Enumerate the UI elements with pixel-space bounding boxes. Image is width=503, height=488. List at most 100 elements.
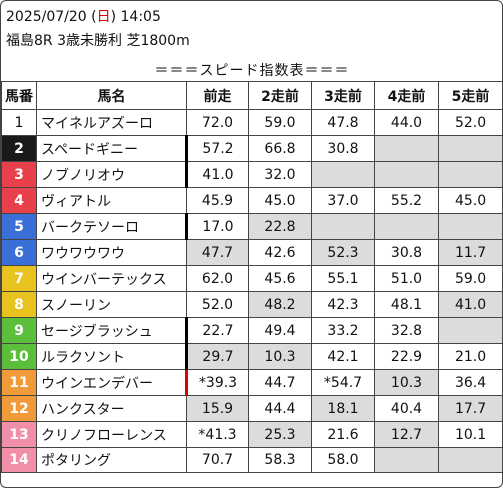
table-row: 6 ワウワウワウ 47.7 42.6 52.3 30.8 11.7 [1,239,502,266]
speed-index-cell: *41.3 [186,421,249,448]
speed-index-cell: 44.0 [374,109,439,136]
table-row: 8 スノーリン 52.0 48.2 42.3 48.1 41.0 [1,291,502,318]
speed-index-cell [374,161,439,188]
horse-name: スペードギニー [36,135,187,162]
speed-index-cell: 72.0 [186,109,249,136]
col-header-number: 馬番 [1,81,37,110]
col-header-3back: 3走前 [311,81,375,110]
speed-index-cell: 66.8 [248,135,312,162]
speed-index-cell [374,135,439,162]
speed-index-cell: 41.0 [437,291,502,318]
speed-index-cell: 45.0 [437,187,502,214]
speed-index-cell: 11.7 [437,239,502,266]
table-header-row: 馬番 馬名 前走 2走前 3走前 4走前 5走前 [1,81,502,110]
horse-name: ノブノリオウ [36,161,187,188]
speed-index-cell: 21.6 [311,421,375,448]
speed-index-cell: 45.9 [186,187,249,214]
horse-name: クリノフローレンス [36,421,187,448]
time-suffix: ) 14:05 [110,9,161,25]
speed-index-cell: 59.0 [437,265,502,292]
speed-index-cell [311,213,375,240]
col-header-last: 前走 [186,81,249,110]
speed-index-cell: 48.2 [248,291,312,318]
speed-index-cell: 42.1 [311,343,375,370]
speed-index-cell [437,317,502,344]
horse-number: 9 [1,317,37,344]
speed-index-cell: 33.2 [311,317,375,344]
horse-name: ウインエンデバー [36,369,187,396]
table-row: 5 バークテソーロ 17.0 22.8 [1,213,502,240]
speed-index-cell: 30.8 [374,239,439,266]
speed-index-cell: 62.0 [186,265,249,292]
speed-index-cell: 22.9 [374,343,439,370]
horse-number: 8 [1,291,37,318]
col-header-name: 馬名 [36,81,187,110]
horse-number: 12 [1,395,37,422]
speed-index-table: ＝＝＝スピード指数表＝＝＝ 馬番 馬名 前走 2走前 3走前 4走前 5走前 1… [1,59,502,473]
table-row: 2 スペードギニー 57.2 66.8 30.8 [1,135,502,162]
table-row: 13 クリノフローレンス *41.3 25.3 21.6 12.7 10.1 [1,421,502,448]
speed-index-cell: 57.2 [185,135,249,162]
speed-index-cell: *54.7 [311,369,375,396]
speed-index-cell: 45.0 [248,187,312,214]
date-prefix: 2025/07/20 ( [6,9,97,25]
speed-index-cell: 42.6 [248,239,312,266]
speed-index-cell [437,135,502,162]
table-row: 12 ハンクスター 15.9 44.4 18.1 40.4 17.7 [1,395,502,422]
horse-number: 14 [1,447,37,473]
horse-number: 1 [1,109,37,136]
table-row: 14 ポタリング 70.7 58.3 58.0 [1,447,502,473]
speed-index-cell: 52.3 [311,239,375,266]
table-row: 3 ノブノリオウ 41.0 32.0 [1,161,502,188]
speed-index-cell: 12.7 [374,421,439,448]
speed-index-cell: 58.0 [311,447,375,473]
horse-number: 7 [1,265,37,292]
horse-number: 2 [1,135,37,162]
horse-name: バークテソーロ [36,213,187,240]
horse-name: ヴィアトル [36,187,187,214]
table-row: 10 ルラクソント 29.7 10.3 42.1 22.9 21.0 [1,343,502,370]
speed-index-cell: 30.8 [311,135,375,162]
speed-index-cell: 17.7 [437,395,502,422]
horse-number: 13 [1,421,37,448]
speed-index-cell: 22.7 [185,317,249,344]
col-header-5back: 5走前 [437,81,502,110]
horse-number: 4 [1,187,37,214]
speed-index-cell: 10.3 [374,369,439,396]
horse-number: 5 [1,213,37,240]
speed-index-cell [374,213,439,240]
horse-number: 10 [1,343,37,370]
horse-name: ワウワウワウ [36,239,187,266]
weekday: 日 [96,9,111,25]
horse-number: 11 [1,369,37,396]
speed-index-cell: 37.0 [311,187,375,214]
horse-name: ポタリング [36,447,187,473]
horse-name: マイネルアズーロ [36,109,187,136]
speed-index-cell [311,161,375,188]
speed-index-cell: 44.7 [248,369,312,396]
table-row: 4 ヴィアトル 45.9 45.0 37.0 55.2 45.0 [1,187,502,214]
table-row: 9 セージブラッシュ 22.7 49.4 33.2 32.8 [1,317,502,344]
table-row: 1 マイネルアズーロ 72.0 59.0 47.8 44.0 52.0 [1,109,502,136]
speed-index-cell: 47.7 [186,239,249,266]
speed-index-cell: 49.4 [248,317,312,344]
speed-index-cell: 10.1 [437,421,502,448]
speed-index-cell [437,447,502,473]
speed-index-cell: 18.1 [311,395,375,422]
speed-index-cell: 32.8 [374,317,439,344]
table-title: ＝＝＝スピード指数表＝＝＝ [1,59,502,82]
speed-index-cell: 55.2 [374,187,439,214]
speed-index-cell: 21.0 [437,343,502,370]
speed-index-cell: *39.3 [185,369,249,396]
speed-index-cell: 59.0 [248,109,312,136]
speed-index-cell: 52.0 [186,291,249,318]
speed-index-cell [437,213,502,240]
horse-name: ルラクソント [36,343,187,370]
speed-index-cell: 15.9 [186,395,249,422]
speed-index-cell: 48.1 [374,291,439,318]
race-info: 福島8R 3歳未勝利 芝1800m [6,33,190,49]
speed-index-cell: 47.8 [311,109,375,136]
speed-index-cell: 45.6 [248,265,312,292]
horse-name: ウインバーテックス [36,265,187,292]
